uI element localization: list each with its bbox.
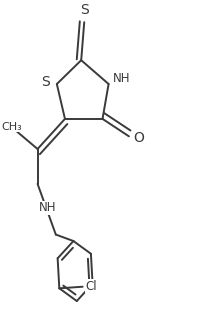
Text: NH: NH [113, 72, 130, 85]
Text: Cl: Cl [85, 280, 97, 293]
Text: O: O [133, 131, 143, 145]
Text: S: S [41, 75, 50, 89]
Text: NH: NH [39, 201, 56, 214]
Text: S: S [80, 3, 89, 17]
Text: CH₃: CH₃ [2, 122, 22, 132]
